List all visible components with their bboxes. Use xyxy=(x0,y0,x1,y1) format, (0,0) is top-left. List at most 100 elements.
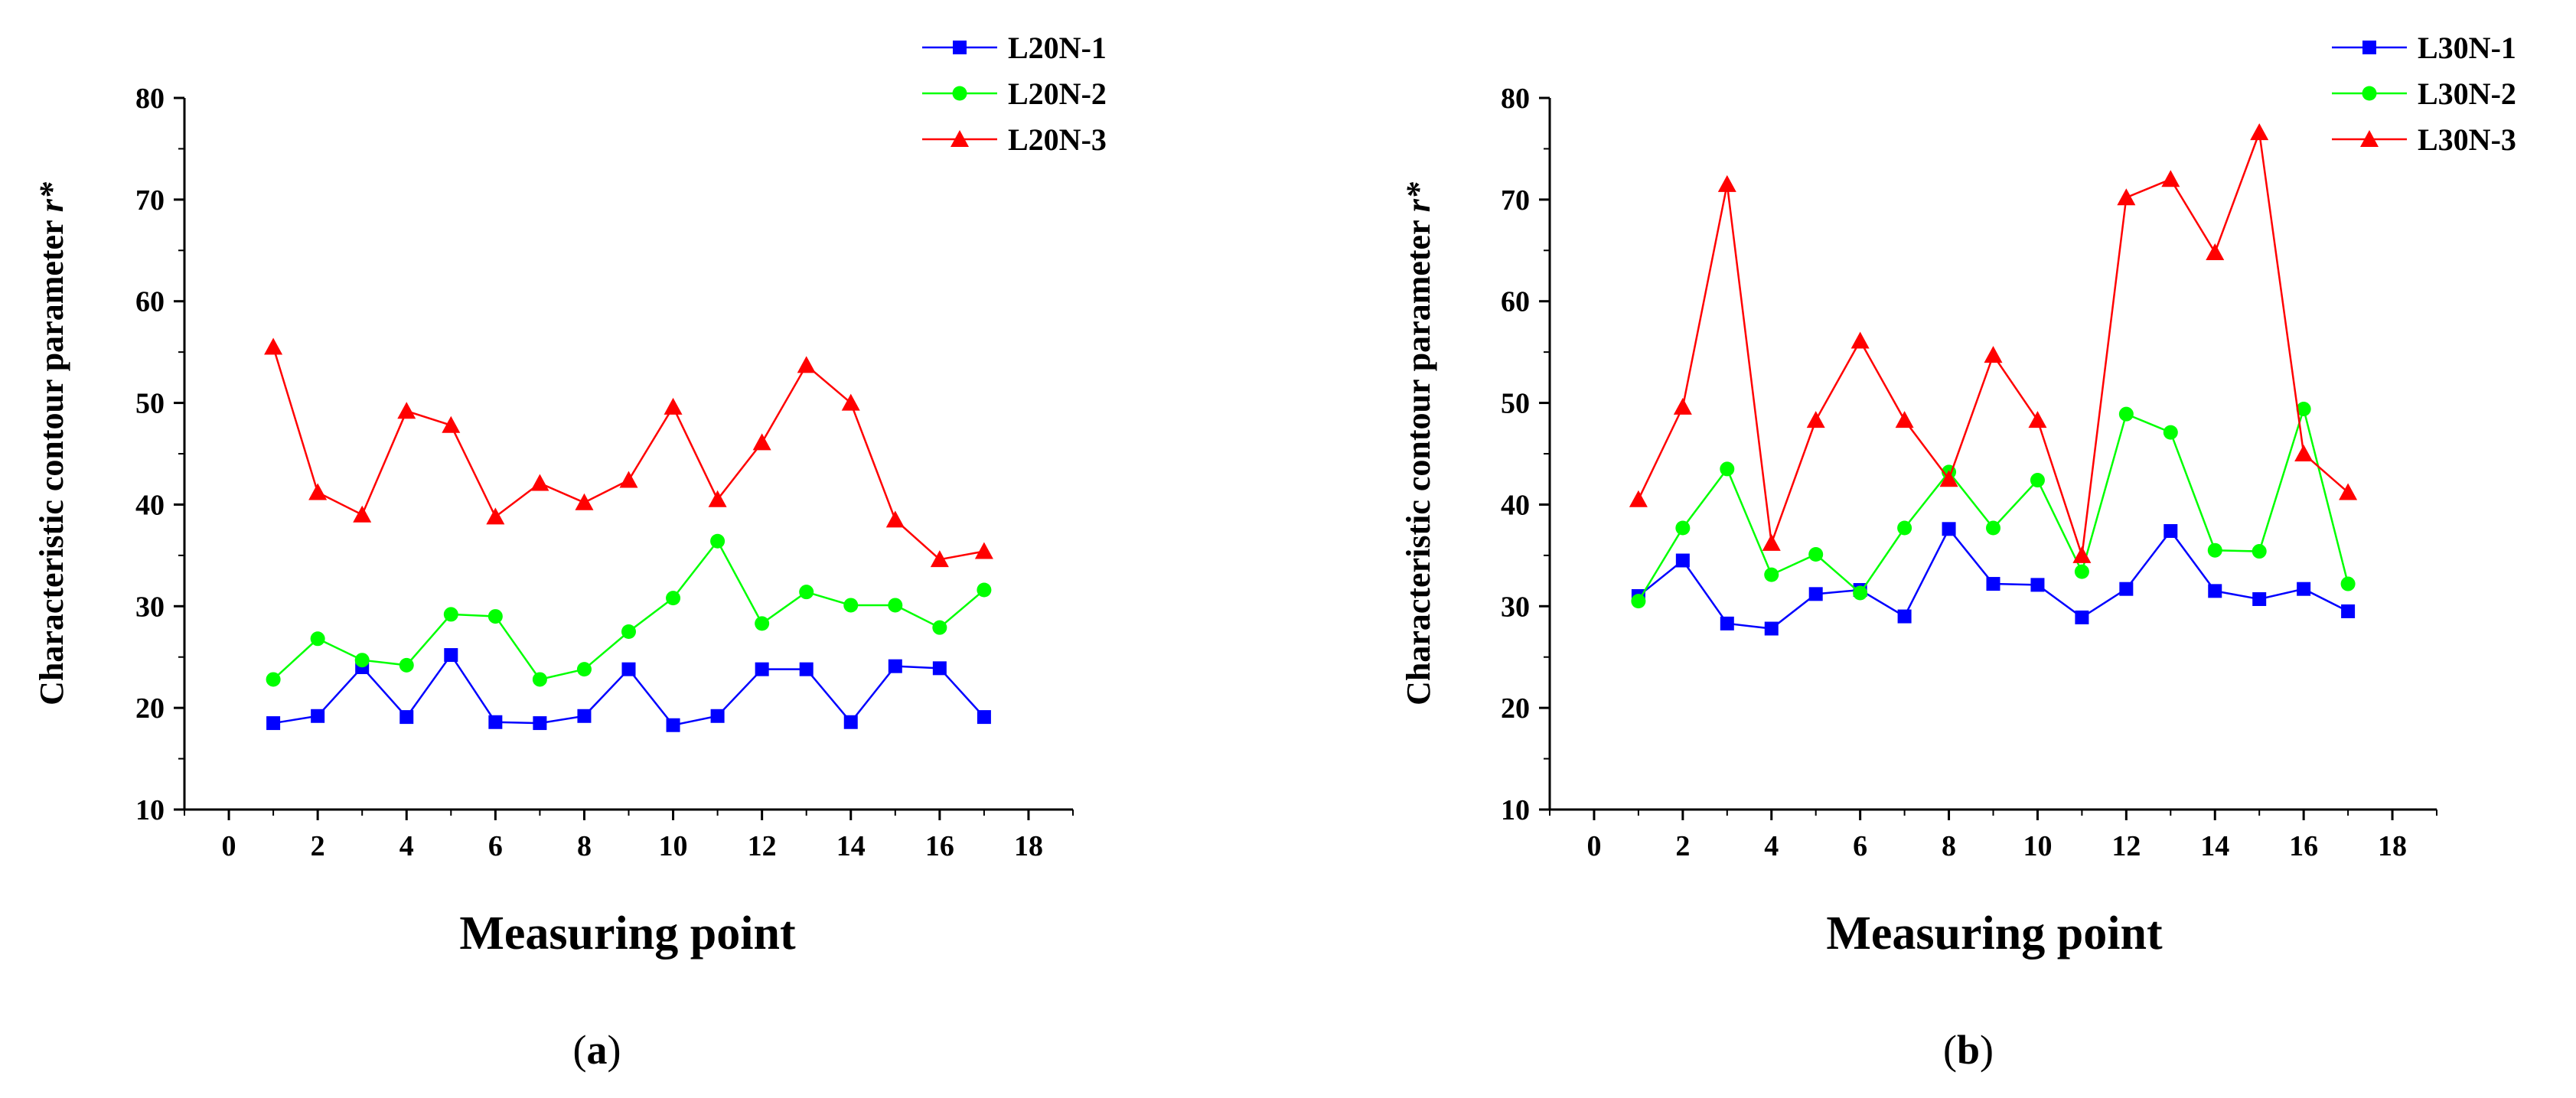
x-tick-label: 16 xyxy=(2289,830,2318,862)
x-axis-title-a: Measuring point xyxy=(459,907,796,960)
data-point xyxy=(444,648,458,663)
data-point xyxy=(666,718,680,732)
x-tick-label: 4 xyxy=(1764,830,1779,862)
data-point xyxy=(710,709,725,723)
y-tick-label: 60 xyxy=(1501,286,1530,318)
legend-marker xyxy=(2362,41,2376,54)
x-tick-label: 14 xyxy=(2200,830,2229,862)
data-point xyxy=(2208,584,2222,598)
y-tick-label: 80 xyxy=(1501,83,1530,115)
legend-marker xyxy=(952,86,967,101)
data-point xyxy=(1895,411,1914,428)
x-tick-label: 8 xyxy=(1942,830,1956,862)
data-point xyxy=(2252,544,2267,559)
legend-a: L20N-1 L20N-2 L20N-3 xyxy=(922,31,1107,157)
data-point xyxy=(888,659,902,673)
series-L20N-2 xyxy=(266,533,992,687)
legend-label: L30N-2 xyxy=(2418,77,2516,111)
data-point xyxy=(1764,621,1779,636)
data-point xyxy=(799,585,814,600)
data-point xyxy=(2028,411,2047,428)
data-point xyxy=(442,415,461,433)
data-point xyxy=(843,598,859,613)
data-point xyxy=(1942,522,1956,536)
data-point xyxy=(1853,585,1868,601)
legend-entry-L30N-3: L30N-3 xyxy=(2332,122,2516,157)
data-point xyxy=(533,716,547,731)
data-point xyxy=(2030,473,2045,488)
data-point xyxy=(799,662,814,676)
y-tick-label: 10 xyxy=(1501,794,1530,826)
data-point xyxy=(577,709,592,723)
data-point xyxy=(843,715,858,729)
x-axis-title-b: Measuring point xyxy=(1826,907,2163,960)
data-point xyxy=(487,609,503,624)
legend-label: L30N-1 xyxy=(2418,31,2516,65)
data-point xyxy=(2339,483,2358,500)
legend-label: L20N-2 xyxy=(1008,77,1107,111)
legend-marker xyxy=(2362,86,2377,101)
data-point xyxy=(621,662,636,676)
y-tick-label: 40 xyxy=(135,489,165,521)
y-tick-label: 50 xyxy=(1501,388,1530,420)
data-point xyxy=(619,471,638,488)
data-point xyxy=(1850,331,1870,349)
data-point xyxy=(2250,123,2269,141)
legend-marker xyxy=(2360,130,2379,147)
axes-frame-a xyxy=(174,96,1074,820)
data-point xyxy=(488,715,503,729)
data-point xyxy=(397,402,416,419)
data-point xyxy=(797,356,816,373)
data-point xyxy=(1762,533,1781,551)
series-group-b xyxy=(1629,123,2358,636)
data-point xyxy=(2207,542,2222,558)
x-tick-label: 18 xyxy=(1014,830,1043,862)
legend-entry-L30N-2: L30N-2 xyxy=(2332,77,2516,111)
data-point xyxy=(977,582,992,598)
panel-label-a: (a) xyxy=(573,1027,621,1073)
data-point xyxy=(664,397,683,415)
data-point xyxy=(311,709,325,723)
y-axis-title-b: Characteristic contour parameter r* xyxy=(1400,181,1437,705)
data-point xyxy=(932,661,947,676)
x-tick-label: 6 xyxy=(488,830,503,862)
x-tick-label: 4 xyxy=(399,830,414,862)
data-point xyxy=(841,393,860,411)
data-point xyxy=(308,483,328,500)
tick-labels-a: 10 20 30 40 50 60 70 80 0 2 4 6 8 10 12 14 16 18 xyxy=(135,83,1043,862)
data-point xyxy=(2074,564,2089,579)
legend-label: L30N-3 xyxy=(2418,122,2516,157)
series-line xyxy=(272,347,985,561)
x-tick-label: 14 xyxy=(836,830,866,862)
data-point xyxy=(354,653,370,668)
y-tick-label: 30 xyxy=(135,591,165,623)
y-tick-label: 20 xyxy=(135,692,165,725)
y-tick-label: 40 xyxy=(1501,489,1530,521)
data-point xyxy=(264,337,283,355)
y-tick-label: 10 xyxy=(135,794,165,826)
series-L20N-3 xyxy=(264,337,993,568)
data-point xyxy=(2294,445,2314,461)
data-point xyxy=(1631,594,1646,609)
y-tick-label: 20 xyxy=(1501,692,1530,725)
data-point xyxy=(2340,576,2356,591)
series-line xyxy=(272,539,985,681)
axes-frame-b xyxy=(1539,96,2437,820)
data-point xyxy=(1808,587,1823,601)
legend-label: L20N-3 xyxy=(1008,122,1107,157)
x-tick-label: 0 xyxy=(222,830,236,862)
data-point xyxy=(266,672,281,687)
data-point xyxy=(1808,547,1824,562)
y-tick-label: 30 xyxy=(1501,591,1530,623)
panel-label-b: (b) xyxy=(1943,1027,1994,1073)
data-point xyxy=(2341,604,2356,618)
y-tick-label: 70 xyxy=(1501,184,1530,217)
y-tick-label: 50 xyxy=(135,388,165,420)
legend-entry-L20N-3: L20N-3 xyxy=(922,122,1107,157)
data-point xyxy=(977,710,991,725)
data-point xyxy=(2206,243,2225,260)
tick-labels-b: 10 20 30 40 50 60 70 80 0 2 4 6 8 10 12 14 16 18 xyxy=(1501,83,2407,862)
data-point xyxy=(930,550,949,568)
